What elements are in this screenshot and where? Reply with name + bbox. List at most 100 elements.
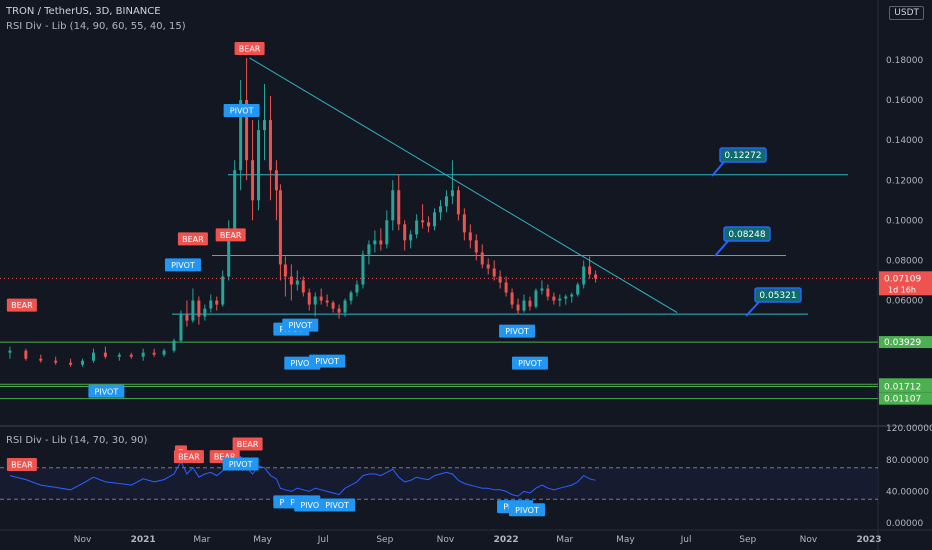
candle-body [528,300,532,307]
candle-body [274,170,278,191]
candle-body [283,264,287,277]
candle [274,160,278,221]
candle-body [594,274,598,279]
time-tick-label: Jul [317,535,329,545]
candle-body [534,290,538,307]
symbol-legend[interactable]: TRON / TetherUS, 3D, BINANCE [6,6,161,17]
time-axis[interactable]: Nov 2021 Mar May Jul Sep Nov 2022 Mar May Jul Sep No… [74,535,882,545]
candle [438,200,442,221]
level-price-tag: 0.01712 [879,380,932,393]
candle-body [319,296,323,301]
current-price-bg [879,271,932,296]
candle-body [239,100,243,171]
candle-body [337,308,341,313]
candle-body [8,350,12,353]
label-bg [222,457,259,471]
candle [373,230,377,253]
time-tick-label: Jul [680,535,692,545]
candle-body [516,304,520,311]
candle-body [361,254,365,285]
label-bg [215,228,246,242]
candle-body [221,276,225,305]
candle [397,174,401,231]
candle-body [480,252,484,265]
label-text: PIVOT [300,501,324,510]
time-tick-label: 2022 [494,535,519,545]
candle [367,240,371,265]
candle [343,298,347,317]
level-tag-bg [879,336,932,349]
pivot-label: PIVOT [223,104,260,118]
candle-body [492,268,496,277]
label-text: PIVOT [288,321,312,330]
candle-body [289,276,293,285]
candle [239,80,243,191]
callout-connector [711,161,725,177]
candle-body [215,300,219,305]
candle [510,288,514,309]
label-text: BEAR [220,231,242,240]
indicator-main-title: RSI Div - Lib (14, 90, 60, 55, 40, 15) [6,21,186,32]
label-text: PIVOT [325,501,349,510]
candle [361,250,365,289]
rsi-tick-label: 120.00000 [886,424,932,434]
candle-body [301,280,305,293]
label-text: PIVOT [230,107,254,116]
candle [185,300,189,327]
candle-body [172,340,176,351]
price-axis[interactable]: 0.06000 0.08000 0.10000 0.12000 0.14000 0.160… [879,56,932,529]
label-bg [232,437,263,451]
candle-body [540,288,544,291]
label-text: PIVOT [505,327,529,336]
label-text: BEAR [239,44,261,53]
pivot-label: PIVOT [499,324,536,338]
candle [516,298,520,315]
pivot-label: PIVOT [164,258,201,272]
candle [162,348,166,357]
candle-body [227,230,231,277]
candle [289,264,293,301]
label-bg [309,354,346,368]
candle [331,300,335,313]
label-text: BEAR [178,453,200,462]
candle [379,228,383,251]
candle-body [191,300,195,321]
callout-text: 0.05321 [759,291,796,301]
time-tick-label: Nov [437,535,455,545]
candle [251,120,255,221]
time-tick-label: Nov [800,535,818,545]
candle-body [510,292,514,305]
candle [492,260,496,281]
candle [319,288,323,305]
candle [325,294,329,307]
candle [385,210,389,249]
candle [594,270,598,283]
candle [546,284,550,301]
candle [480,244,484,269]
candle [355,280,359,297]
candle-body [588,266,592,275]
candle-body [558,298,562,301]
candle [278,184,282,281]
label-bg [282,318,319,332]
candle-body [233,170,237,231]
candle-body [349,292,353,301]
countdown-text: 1d 16h [888,285,916,294]
candle-body [373,240,377,245]
candle-body [69,362,73,365]
currency-button[interactable]: USDT [889,6,924,20]
indicator-legend-rsi[interactable]: RSI Div - Lib (14, 70, 30, 90) [6,435,147,446]
candle-body [433,212,437,227]
candle-body [179,314,183,341]
level-price-tag: 0.03929 [879,336,932,349]
candle-body [141,352,145,357]
label-text: PIVOT [518,359,542,368]
candle [152,348,156,357]
callout-connector [745,301,760,317]
indicator-legend-main[interactable]: RSI Div - Lib (14, 90, 60, 55, 40, 15) [6,21,186,32]
candle [498,270,502,289]
candle [172,338,176,353]
candle [233,160,237,241]
